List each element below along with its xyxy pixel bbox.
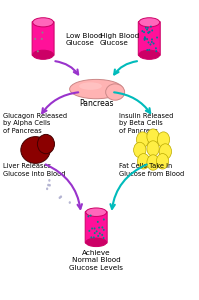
Ellipse shape — [99, 232, 101, 234]
Ellipse shape — [86, 208, 107, 217]
Ellipse shape — [60, 195, 62, 198]
Ellipse shape — [103, 229, 105, 231]
Ellipse shape — [148, 49, 150, 51]
Ellipse shape — [147, 141, 159, 156]
Ellipse shape — [134, 142, 146, 158]
Ellipse shape — [94, 227, 96, 230]
Ellipse shape — [90, 236, 92, 238]
Ellipse shape — [149, 44, 151, 46]
Ellipse shape — [146, 28, 148, 31]
Ellipse shape — [21, 136, 50, 164]
Ellipse shape — [103, 218, 105, 220]
Ellipse shape — [103, 237, 104, 239]
Ellipse shape — [141, 30, 143, 32]
Ellipse shape — [37, 50, 39, 52]
Ellipse shape — [149, 31, 151, 33]
Ellipse shape — [155, 47, 157, 49]
Ellipse shape — [94, 232, 96, 234]
Ellipse shape — [97, 221, 99, 223]
Ellipse shape — [91, 227, 93, 230]
Text: Insulin Released
by Beta Cells
of Pancreas: Insulin Released by Beta Cells of Pancre… — [119, 113, 173, 134]
FancyBboxPatch shape — [32, 21, 54, 56]
Ellipse shape — [147, 27, 149, 29]
Ellipse shape — [139, 50, 160, 59]
Ellipse shape — [47, 184, 49, 186]
Ellipse shape — [156, 37, 158, 39]
Ellipse shape — [37, 134, 55, 154]
Text: Glucagon Released
by Alpha Cells
of Pancreas: Glucagon Released by Alpha Cells of Panc… — [3, 113, 67, 134]
Ellipse shape — [48, 179, 51, 182]
Ellipse shape — [150, 26, 152, 28]
Ellipse shape — [59, 196, 61, 199]
Ellipse shape — [155, 50, 157, 52]
Ellipse shape — [137, 132, 149, 147]
Ellipse shape — [147, 41, 149, 44]
Ellipse shape — [146, 49, 148, 51]
Ellipse shape — [49, 184, 51, 187]
Ellipse shape — [87, 215, 89, 217]
Ellipse shape — [157, 132, 170, 147]
Ellipse shape — [151, 41, 153, 43]
Text: Low Blood
Glucose: Low Blood Glucose — [66, 33, 103, 46]
Ellipse shape — [70, 80, 123, 99]
Ellipse shape — [79, 82, 102, 90]
Ellipse shape — [101, 226, 103, 229]
Ellipse shape — [69, 201, 71, 204]
Ellipse shape — [146, 38, 148, 40]
Ellipse shape — [106, 84, 125, 100]
Ellipse shape — [143, 31, 145, 33]
FancyBboxPatch shape — [85, 211, 107, 243]
Ellipse shape — [138, 154, 150, 169]
Ellipse shape — [148, 32, 149, 34]
Ellipse shape — [139, 18, 160, 27]
Ellipse shape — [159, 144, 172, 159]
Ellipse shape — [46, 188, 48, 190]
Ellipse shape — [97, 235, 99, 237]
Ellipse shape — [42, 32, 43, 34]
Ellipse shape — [147, 155, 159, 170]
Ellipse shape — [143, 38, 145, 40]
Ellipse shape — [34, 38, 36, 40]
Text: High Blood
Glucose: High Blood Glucose — [100, 33, 139, 46]
Ellipse shape — [144, 39, 145, 41]
Ellipse shape — [153, 42, 155, 44]
Ellipse shape — [98, 226, 100, 229]
Text: Liver Releases
Glucose into Blood: Liver Releases Glucose into Blood — [3, 164, 66, 177]
Ellipse shape — [33, 50, 54, 59]
Ellipse shape — [145, 27, 147, 29]
Ellipse shape — [41, 38, 43, 40]
Ellipse shape — [144, 36, 146, 38]
Ellipse shape — [86, 238, 107, 247]
Ellipse shape — [156, 154, 169, 169]
Ellipse shape — [33, 18, 54, 27]
Text: Achieve
Normal Blood
Glucose Levels: Achieve Normal Blood Glucose Levels — [69, 250, 123, 271]
Ellipse shape — [147, 129, 159, 144]
Ellipse shape — [144, 38, 146, 40]
Text: Fat Cells Take In
Glucose from Blood: Fat Cells Take In Glucose from Blood — [119, 164, 184, 177]
Ellipse shape — [88, 230, 90, 232]
Ellipse shape — [147, 32, 149, 34]
Text: Pancreas: Pancreas — [79, 99, 113, 108]
Ellipse shape — [96, 230, 98, 232]
Ellipse shape — [151, 38, 153, 40]
Ellipse shape — [93, 236, 95, 238]
Ellipse shape — [90, 214, 92, 217]
FancyBboxPatch shape — [138, 21, 160, 56]
Ellipse shape — [151, 29, 153, 32]
Ellipse shape — [101, 234, 103, 236]
